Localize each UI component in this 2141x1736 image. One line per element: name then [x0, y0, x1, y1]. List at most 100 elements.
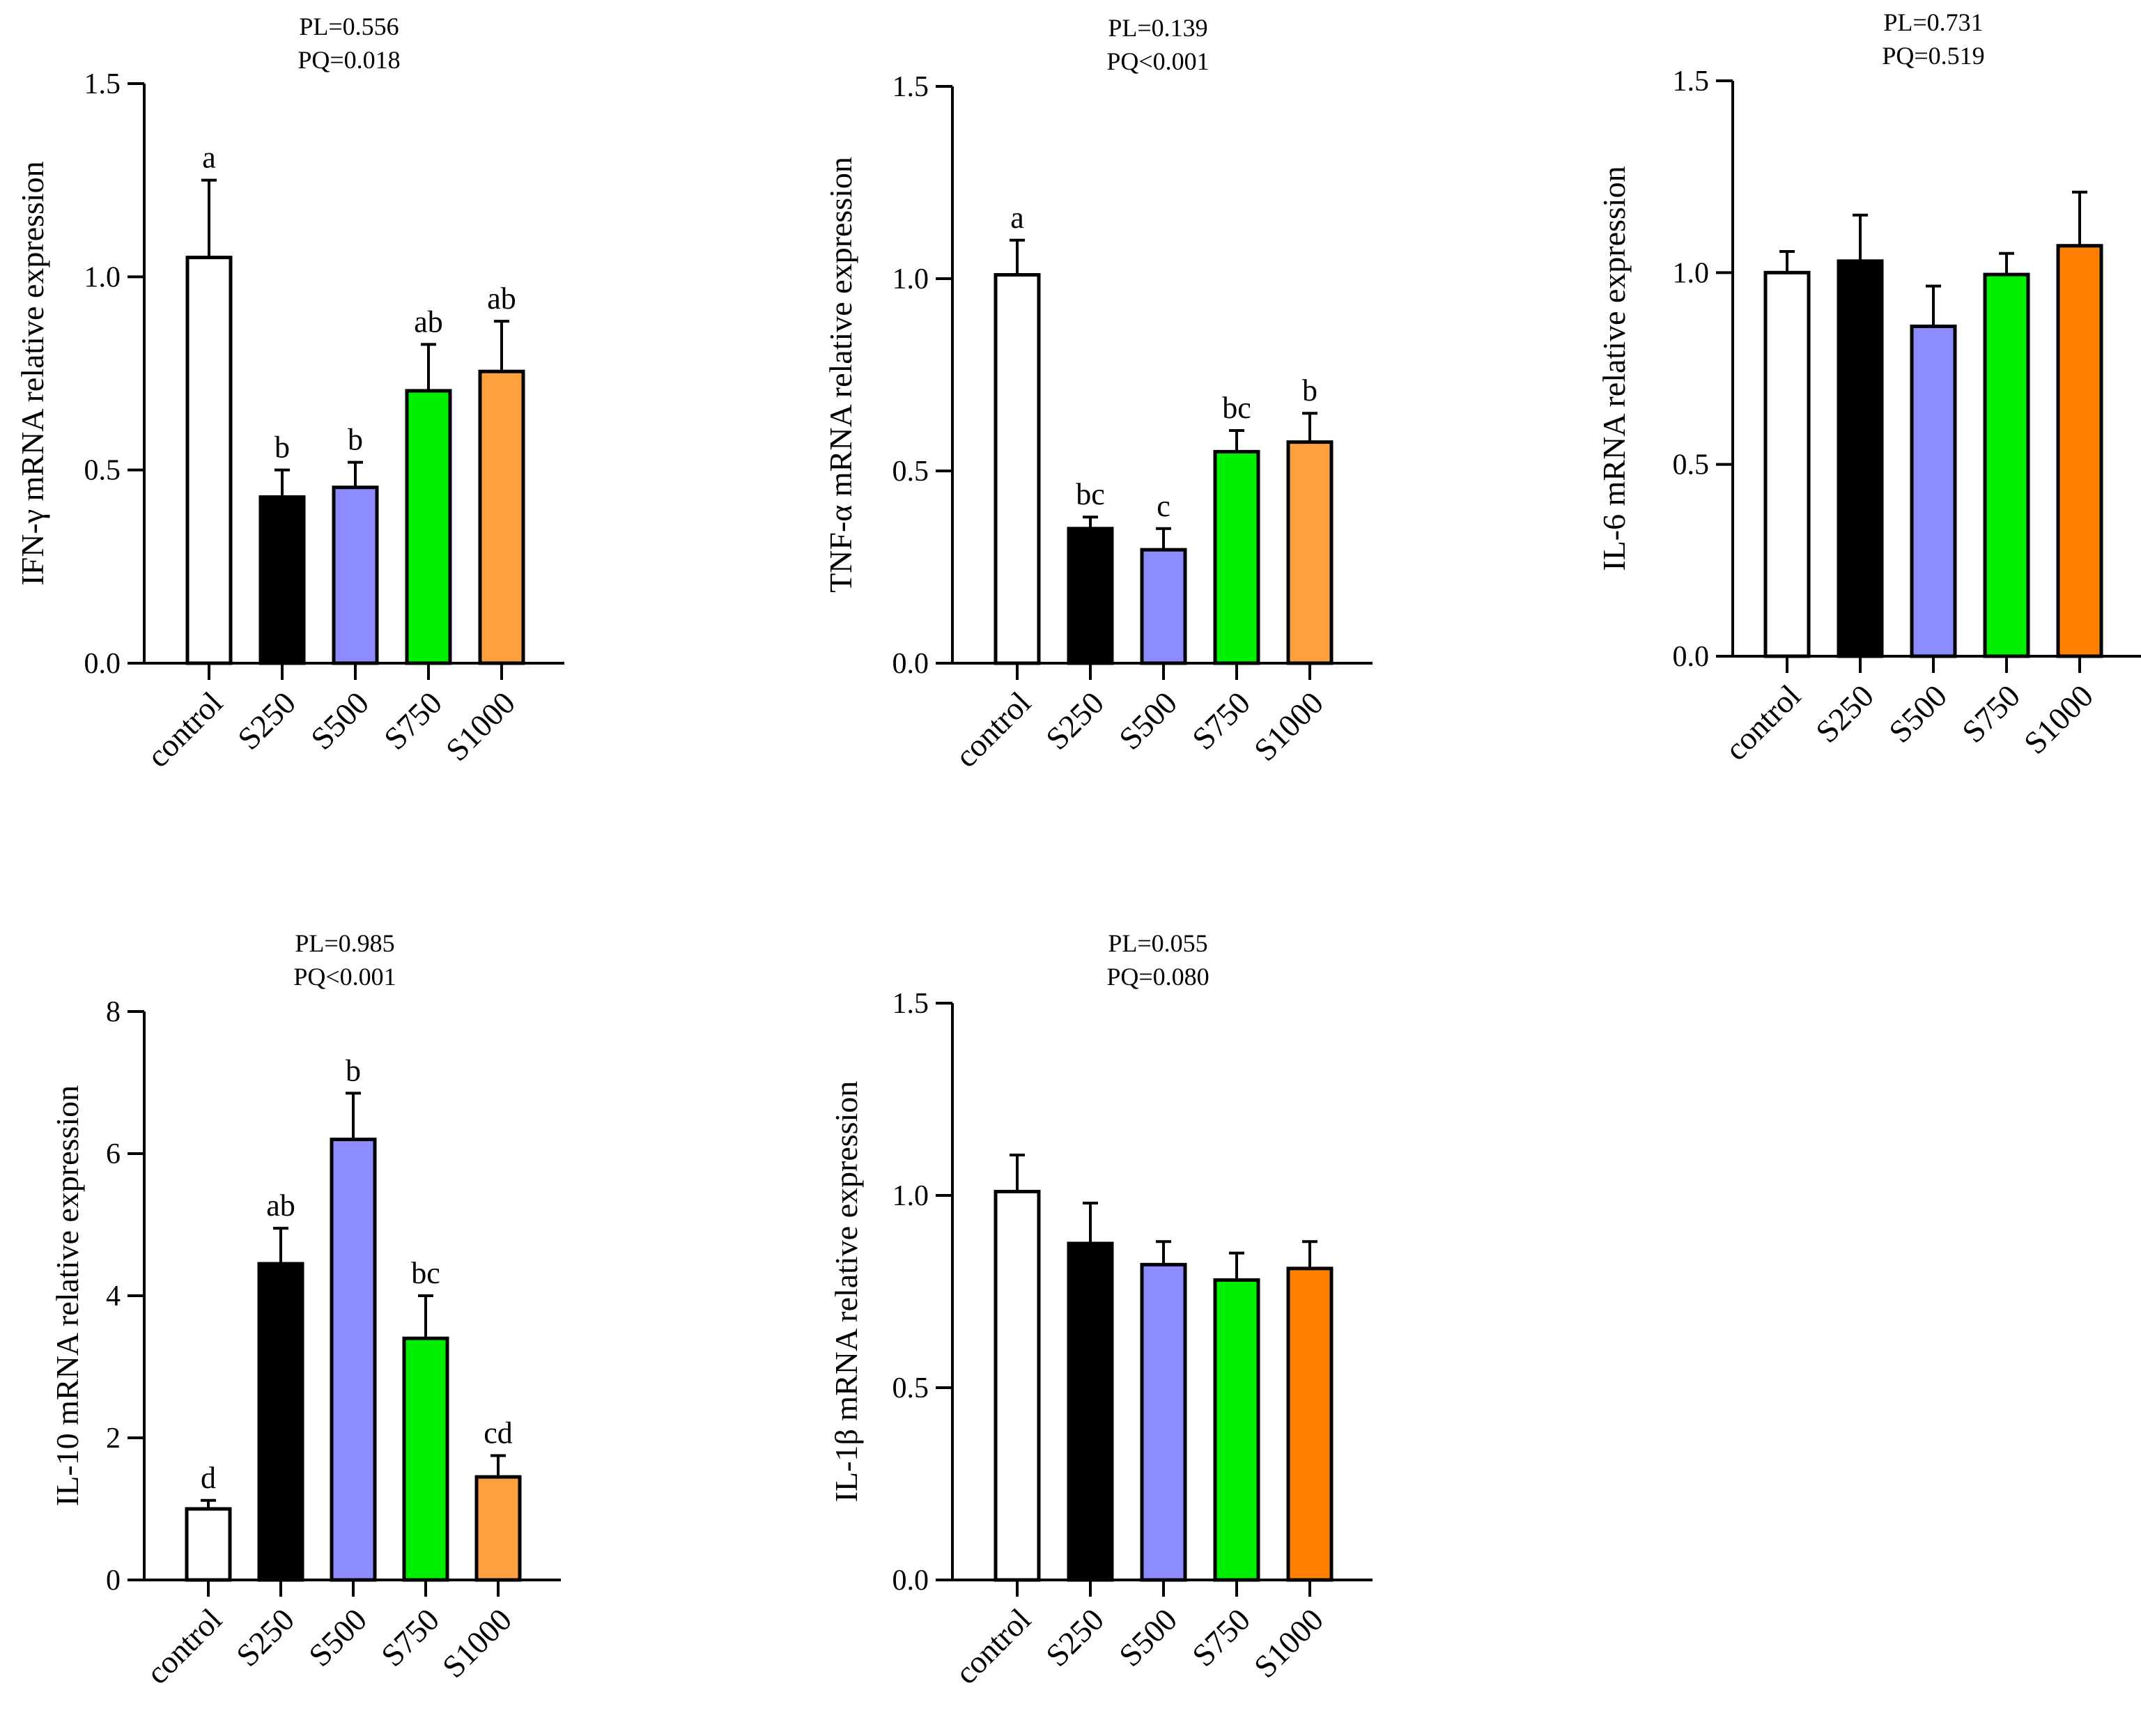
y-tick-label: 0.5 [892, 1372, 929, 1404]
x-tick-label: S1000 [2017, 678, 2100, 761]
y-axis-label: IL-10 mRNA relative expression [49, 1085, 85, 1506]
x-tick-label: S750 [1185, 685, 1257, 757]
stat-label: PL=0.731 [1883, 8, 1983, 36]
x-tick-label: control [1718, 678, 1807, 767]
significance-label: a [1010, 201, 1024, 235]
x-tick-label: S250 [1809, 678, 1880, 750]
x-tick-label: S750 [1185, 1602, 1257, 1673]
bar-control [994, 1189, 1041, 1582]
stat-label: PL=0.139 [1108, 14, 1207, 42]
bar-control [994, 272, 1041, 665]
y-tick-label: 1.5 [84, 68, 121, 100]
bar-s750 [405, 389, 452, 665]
stat-label: PL=0.055 [1108, 929, 1207, 957]
y-tick-label: 1.5 [1673, 65, 1710, 98]
stat-label: PQ=0.018 [297, 46, 400, 74]
significance-label: bc [1076, 477, 1105, 511]
y-tick-label: 0.0 [84, 648, 121, 680]
significance-label: b [275, 431, 290, 465]
y-tick-label: 2 [106, 1423, 121, 1455]
y-tick-label: 0.5 [892, 456, 929, 488]
y-tick-label: 0 [106, 1565, 121, 1597]
significance-label: ab [487, 281, 516, 316]
x-tick-label: control [140, 685, 229, 774]
bar-control [1763, 270, 1811, 658]
significance-label: bc [1222, 391, 1251, 425]
significance-label: cd [484, 1416, 513, 1450]
x-tick-label: S250 [229, 1602, 301, 1673]
bar-s750 [1983, 272, 2030, 658]
bar-s250 [1837, 259, 1884, 658]
y-axis-label: IL-6 mRNA relative expression [1596, 166, 1632, 571]
y-axis-label: TNF-α mRNA relative expression [823, 157, 858, 593]
bar-s1000 [1286, 440, 1334, 665]
bar-s500 [1910, 324, 1957, 658]
bar-s1000 [1286, 1266, 1334, 1582]
stat-label: PL=0.556 [299, 13, 399, 40]
x-tick-label: S1000 [1247, 685, 1330, 768]
y-tick-label: 0.0 [1673, 641, 1710, 673]
x-tick-label: S1000 [435, 1602, 518, 1684]
bar-s500 [1140, 548, 1187, 665]
y-tick-label: 4 [106, 1280, 121, 1312]
y-tick-label: 1.0 [892, 1180, 929, 1212]
chart-panel-4: PL=0.985 PQ<0.001 IL-10 mRNA relative expr… [49, 929, 561, 1691]
x-tick-label: control [948, 685, 1037, 774]
bar-s250 [1067, 527, 1114, 665]
bar-s500 [332, 486, 379, 665]
significance-label: b [346, 1053, 361, 1087]
significance-label: c [1157, 489, 1170, 523]
x-tick-label: S750 [1955, 678, 2027, 750]
x-tick-label: S500 [302, 1602, 373, 1673]
y-tick-label: 0.0 [892, 648, 929, 680]
significance-label: a [202, 141, 216, 175]
bar-control [185, 256, 233, 665]
bar-s750 [1213, 1278, 1260, 1582]
stat-label: PQ<0.001 [1106, 47, 1209, 75]
y-axis-label: IL-1β mRNA relative expression [828, 1081, 864, 1503]
y-tick-label: 0.5 [84, 455, 121, 487]
y-tick-label: 6 [106, 1138, 121, 1170]
bar-s250 [1067, 1241, 1114, 1582]
significance-label: ab [266, 1188, 295, 1223]
significance-label: b [348, 423, 363, 457]
x-tick-label: S500 [1882, 678, 1954, 750]
significance-label: ab [414, 304, 443, 339]
chart-panel-1: PL=0.556 PQ=0.018 IFN-γ mRNA relative expr… [15, 13, 564, 774]
significance-label: d [201, 1461, 216, 1495]
stat-label: PQ<0.001 [293, 963, 396, 991]
x-tick-label: S250 [1039, 685, 1111, 757]
bar-s250 [258, 495, 306, 665]
x-tick-label: S500 [1112, 1602, 1184, 1673]
stat-label: PL=0.985 [295, 929, 394, 957]
bar-s500 [1140, 1262, 1187, 1582]
bar-s750 [402, 1336, 449, 1582]
x-tick-label: S1000 [1247, 1602, 1330, 1684]
x-tick-label: S750 [377, 685, 449, 757]
x-tick-label: S500 [1112, 685, 1184, 757]
x-tick-label: S1000 [439, 685, 522, 768]
chart-panel-2: PL=0.139 PQ<0.001 TNF-α mRNA relative expr… [823, 14, 1373, 774]
y-tick-label: 1.5 [892, 988, 929, 1020]
bar-s750 [1213, 449, 1260, 665]
chart-panel-3: PL=0.731 PQ=0.519 IL-6 mRNA relative expre… [1596, 8, 2141, 767]
y-tick-label: 1.0 [84, 261, 121, 293]
chart-panel-5: PL=0.055 PQ=0.080 IL-1β mRNA relative expr… [828, 929, 1373, 1691]
bar-s500 [330, 1138, 377, 1582]
y-tick-label: 8 [106, 996, 121, 1028]
x-tick-label: S750 [374, 1602, 446, 1673]
y-tick-label: 0.5 [1673, 449, 1710, 481]
bar-s1000 [474, 1475, 522, 1582]
bar-s1000 [2056, 244, 2103, 658]
y-tick-label: 0.0 [892, 1565, 929, 1597]
y-axis-label: IFN-γ mRNA relative expression [15, 161, 50, 585]
x-tick-label: S250 [1039, 1602, 1111, 1673]
x-tick-label: S250 [231, 685, 302, 757]
bar-s1000 [478, 369, 525, 665]
significance-label: b [1302, 373, 1317, 408]
y-tick-label: 1.0 [1673, 257, 1710, 289]
x-tick-label: control [139, 1602, 229, 1691]
y-tick-label: 1.0 [892, 263, 929, 295]
y-tick-label: 1.5 [892, 71, 929, 103]
